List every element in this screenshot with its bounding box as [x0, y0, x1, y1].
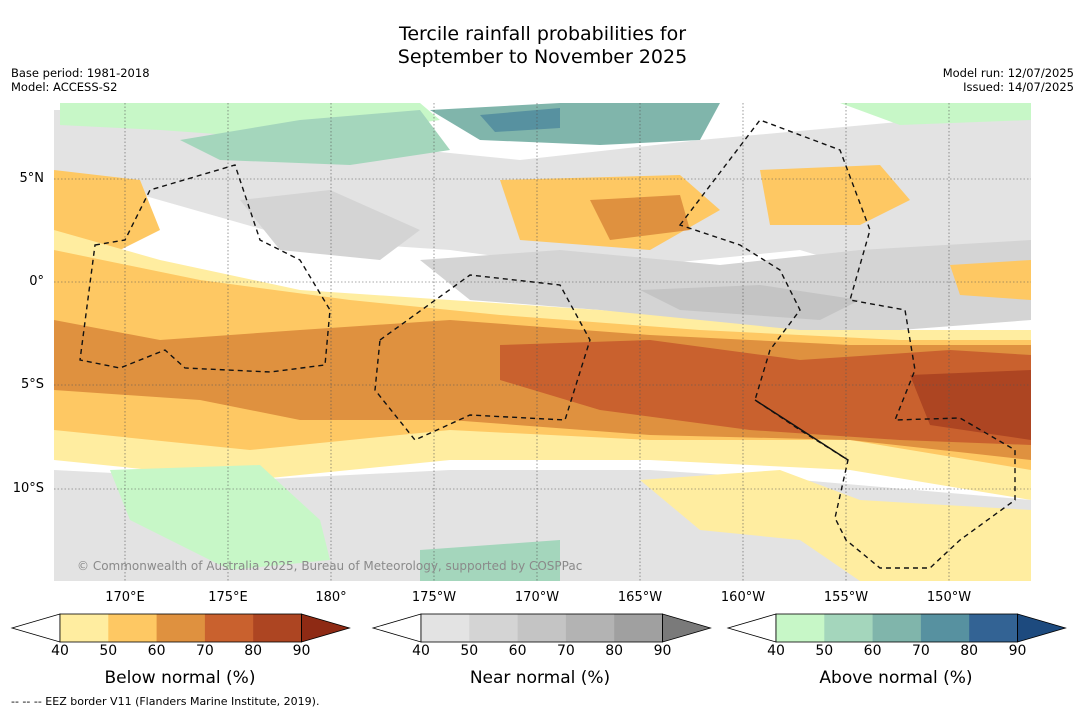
lon-label: 170°W: [514, 590, 560, 605]
lat-label: 0°: [29, 274, 44, 289]
legend-tick-label: 90: [653, 643, 672, 659]
map-title: Tercile rainfall probabilities for Septe…: [0, 23, 1085, 69]
lon-label: 165°W: [617, 590, 663, 605]
lon-label: 150°W: [926, 590, 972, 605]
legend-extend-low: [10, 613, 61, 643]
above-normal-south: [420, 540, 560, 581]
legend-outline: [420, 613, 663, 643]
legend-tick-label: 80: [960, 643, 979, 659]
legend-swatch: [920, 614, 970, 642]
legend-outline: [775, 613, 1018, 643]
lon-label: 155°W: [823, 590, 869, 605]
legend-caption-near: Near normal (%): [469, 668, 611, 688]
eez-segment: [754, 399, 849, 461]
legend-swatch: [469, 614, 519, 642]
legend-tick-label: 70: [556, 643, 575, 659]
legend-swatch: [156, 614, 206, 642]
gridlines: [54, 103, 1031, 581]
legend-swatch: [614, 614, 663, 642]
near-normal-core: [640, 285, 860, 320]
legend-tick-label: 50: [815, 643, 834, 659]
legend-tick-label: 40: [767, 643, 785, 659]
lon-label: 175°W: [411, 590, 457, 605]
legend-tick-label: 80: [244, 643, 263, 659]
legend-tick-label: 90: [292, 643, 311, 659]
lon-label: 175°E: [208, 590, 248, 605]
near-normal-patch: [240, 190, 420, 260]
legend-caption-below: Below normal (%): [104, 668, 256, 688]
above-normal-southwest: [110, 465, 330, 570]
legend-swatch: [969, 614, 1018, 642]
legend-swatch: [517, 614, 567, 642]
base-period: Base period: 1981-2018: [11, 66, 150, 80]
eez-note: -- -- -- EEZ border V11 (Flanders Marine…: [11, 695, 320, 708]
meta-left: Base period: 1981-2018 Model: ACCESS-S2: [11, 66, 150, 94]
below-normal-southeast: [640, 470, 1031, 581]
lat-label: 5°S: [20, 377, 44, 392]
legend-swatch: [872, 614, 922, 642]
below-normal-central-north-core: [590, 195, 690, 240]
map-fill-layer: [54, 103, 1031, 581]
legend-swatch: [776, 614, 825, 642]
legend-outline: [59, 613, 302, 643]
legend-tick-label: 60: [508, 643, 527, 659]
below-normal-70: [500, 340, 1031, 445]
model-name: Model: ACCESS-S2: [11, 80, 118, 94]
model-run: Model run: 12/07/2025: [942, 66, 1074, 80]
above-normal-northeast: [840, 103, 1031, 125]
issued-date: Issued: 14/07/2025: [963, 80, 1074, 94]
legend-tick-label: 60: [147, 643, 166, 659]
above-normal-band: [180, 110, 450, 165]
legend-swatch: [565, 614, 615, 642]
above-normal-peak: [480, 108, 560, 132]
legend-tick-label: 70: [195, 643, 214, 659]
below-normal-east-patch: [950, 260, 1031, 300]
legend-extend-low: [371, 613, 422, 643]
legend-tick-label: 60: [863, 643, 882, 659]
legend-bars: [10, 613, 1067, 643]
lat-label: 10°S: [12, 481, 44, 496]
title-line-2: September to November 2025: [397, 46, 688, 68]
legend-swatch: [421, 614, 470, 642]
legend-swatch: [204, 614, 254, 642]
lon-label: 170°E: [105, 590, 145, 605]
legend-swatch: [824, 614, 874, 642]
legend-extend-high: [301, 613, 351, 643]
legend-extend-low: [726, 613, 777, 643]
lat-label: 5°N: [19, 171, 45, 186]
legend-extend-high: [1017, 613, 1067, 643]
legend-tick-label: 90: [1008, 643, 1027, 659]
title-line-1: Tercile rainfall probabilities for: [398, 23, 687, 45]
copyright-credit: © Commonwealth of Australia 2025, Bureau…: [77, 559, 583, 573]
legend-tick-label: 40: [412, 643, 430, 659]
legend-swatch: [253, 614, 302, 642]
legend-tick-label: 40: [51, 643, 69, 659]
legend-extend-high: [662, 613, 712, 643]
legend-swatch: [60, 614, 109, 642]
below-normal-northeast: [760, 165, 910, 225]
legend-caption-above: Above normal (%): [819, 668, 973, 688]
legend-tick-label: 50: [99, 643, 118, 659]
legend-tick-label: 80: [605, 643, 624, 659]
meta-right: Model run: 12/07/2025 Issued: 14/07/2025: [943, 66, 1074, 94]
legend-tick-label: 50: [460, 643, 479, 659]
eez-borders: [79, 119, 1016, 569]
below-normal-80: [910, 370, 1031, 440]
lon-label: 160°W: [720, 590, 766, 605]
lon-label: 180°: [315, 590, 347, 605]
legend-swatch: [108, 614, 158, 642]
legend-tick-label: 70: [911, 643, 930, 659]
